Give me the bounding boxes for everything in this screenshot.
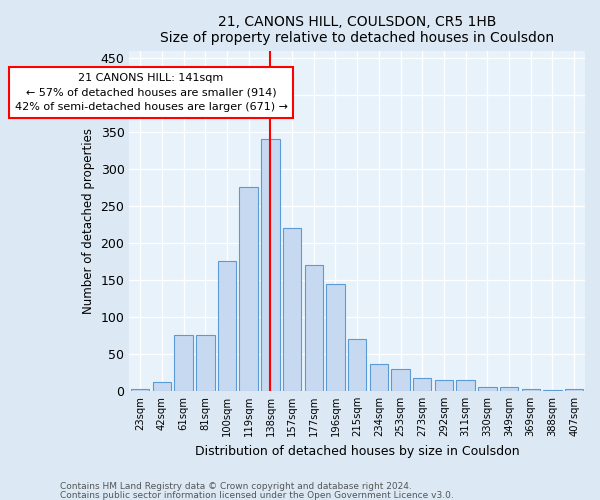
Bar (326, 284, 345, 391)
Bar (196, 336, 215, 391)
Bar (543, 390, 562, 391)
Bar (348, 339, 367, 391)
Bar (457, 380, 475, 391)
Bar (435, 380, 453, 391)
Bar (565, 388, 583, 391)
Bar (305, 265, 323, 391)
X-axis label: Distribution of detached houses by size in Coulsdon: Distribution of detached houses by size … (195, 444, 520, 458)
Bar (370, 364, 388, 391)
Bar (239, 188, 258, 391)
Bar (131, 390, 149, 391)
Bar (413, 378, 431, 391)
Bar (521, 390, 540, 391)
Bar (478, 387, 497, 391)
Bar (283, 228, 301, 391)
Bar (500, 387, 518, 391)
Bar (391, 368, 410, 391)
Bar (152, 382, 171, 391)
Y-axis label: Number of detached properties: Number of detached properties (82, 128, 95, 314)
Text: Contains HM Land Registry data © Crown copyright and database right 2024.: Contains HM Land Registry data © Crown c… (60, 482, 412, 491)
Text: Contains public sector information licensed under the Open Government Licence v3: Contains public sector information licen… (60, 490, 454, 500)
Bar (218, 262, 236, 391)
Text: 21 CANONS HILL: 141sqm
← 57% of detached houses are smaller (914)
42% of semi-de: 21 CANONS HILL: 141sqm ← 57% of detached… (14, 72, 287, 112)
Title: 21, CANONS HILL, COULSDON, CR5 1HB
Size of property relative to detached houses : 21, CANONS HILL, COULSDON, CR5 1HB Size … (160, 15, 554, 45)
Bar (261, 140, 280, 391)
Bar (175, 336, 193, 391)
